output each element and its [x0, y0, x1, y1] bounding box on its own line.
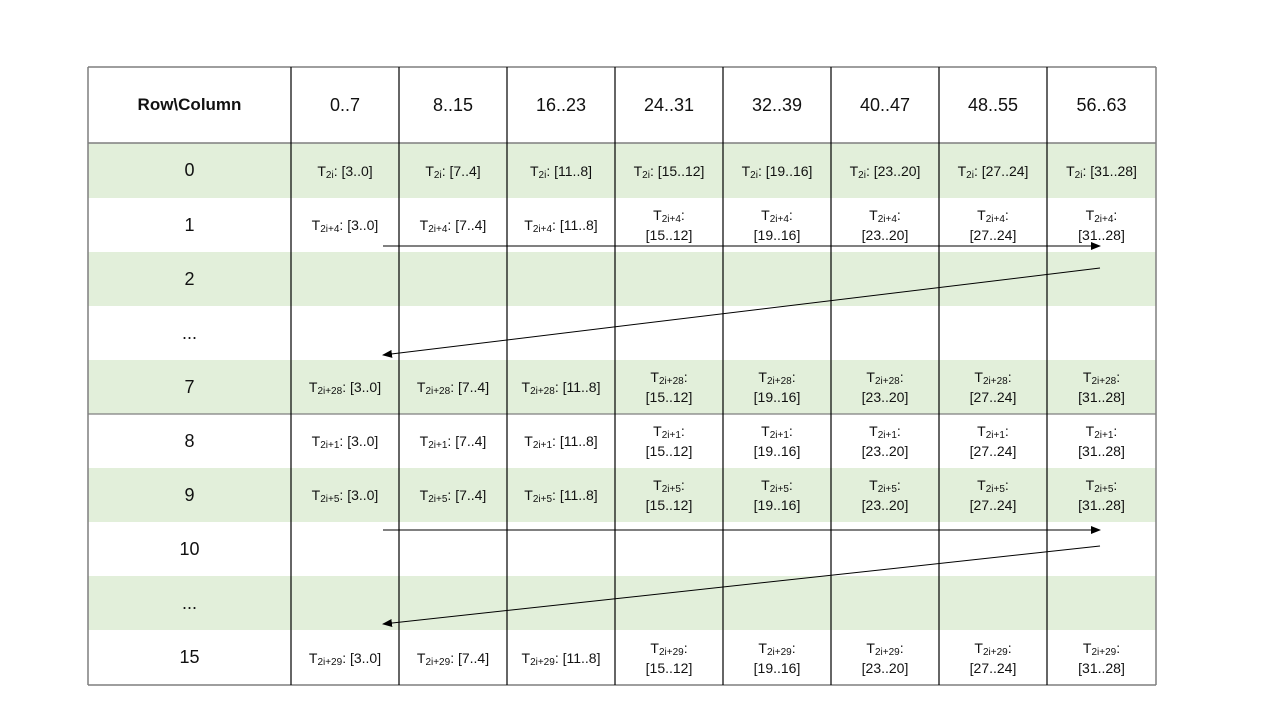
table-cell: T2i+28: [31..28]	[1078, 369, 1125, 405]
table-cell: T2i+29: [7..4]	[416, 649, 490, 668]
table-cell: T2i+1: [19..16]	[753, 423, 801, 459]
table-cell: T2i+1: [11..8]	[524, 433, 598, 451]
shaded-row-band	[88, 360, 1156, 414]
shaded-row-band	[88, 576, 1156, 630]
column-header: 48..55	[967, 94, 1019, 115]
row-label: ...	[181, 322, 197, 343]
table-cell: T2i+5: [27..24]	[969, 477, 1017, 513]
table-cell: T2i: [31..28]	[1066, 162, 1137, 181]
row-label: 15	[179, 647, 200, 667]
table-cell: T2i+5: [3..0]	[311, 487, 379, 505]
wrap-arrow	[382, 267, 1101, 358]
table-cell: T2i+29: [3..0]	[308, 649, 382, 668]
table-cell: T2i+4: [3..0]	[311, 217, 379, 235]
table-cell: T2i+1: [3..0]	[311, 433, 379, 451]
table-cell: T2i+29: [27..24]	[969, 639, 1017, 676]
row-label: 2	[184, 268, 195, 289]
table-cell: T2i+4: [19..16]	[753, 207, 801, 243]
table-cell: T2i: [15..12]	[633, 162, 705, 181]
table-cell: T2i+29: [11..8]	[521, 649, 601, 668]
table-cell: T2i+28: [7..4]	[416, 379, 490, 397]
table-cell: T2i+1: [7..4]	[419, 433, 487, 451]
table-cell: T2i: [7..4]	[425, 162, 481, 181]
column-header: 8..15	[432, 94, 474, 115]
header-corner: Row\Column	[137, 95, 242, 114]
shaded-row-band	[88, 252, 1156, 306]
table-cell: T2i+5: [23..20]	[861, 477, 909, 513]
table-cell: T2i+28: [15..12]	[645, 369, 693, 405]
table-cell: T2i+4: [11..8]	[524, 217, 598, 235]
column-header: 40..47	[859, 94, 911, 115]
column-header: 24..31	[643, 94, 695, 115]
table-cell: T2i+4: [31..28]	[1078, 207, 1125, 243]
row-label: 8	[184, 430, 195, 451]
row-label: 10	[179, 538, 200, 559]
table-cell: T2i+4: [23..20]	[861, 207, 909, 243]
table-cell: T2i+29: [15..12]	[645, 639, 693, 676]
table-cell: T2i+29: [23..20]	[861, 639, 909, 676]
table-cell: T2i+4: [15..12]	[645, 207, 693, 243]
table-cell: T2i+5: [11..8]	[524, 487, 598, 505]
table-cell: T2i+1: [31..28]	[1078, 423, 1125, 459]
table-cell: T2i+5: [31..28]	[1078, 477, 1125, 513]
table-cell: T2i+5: [19..16]	[753, 477, 801, 513]
wrap-arrow	[382, 545, 1101, 628]
table-cell: T2i+29: [31..28]	[1078, 639, 1125, 676]
table-cell: T2i+28: [23..20]	[861, 369, 909, 405]
table-cell: T2i+1: [23..20]	[861, 423, 909, 459]
table-cell: T2i+28: [3..0]	[308, 379, 382, 397]
table-cell: T2i+1: [15..12]	[645, 423, 693, 459]
column-header: 0..7	[329, 94, 361, 115]
column-header: 16..23	[535, 94, 587, 115]
column-header: 56..63	[1076, 94, 1127, 115]
table-cell: T2i+28: [19..16]	[753, 369, 801, 405]
table-cell: T2i+5: [7..4]	[419, 487, 487, 505]
table-cell: T2i: [11..8]	[529, 162, 593, 181]
table-cell: T2i+28: [11..8]	[521, 379, 601, 397]
row-label: 0	[184, 160, 195, 180]
row-label: ...	[181, 592, 197, 613]
table-cell: T2i+5: [15..12]	[645, 477, 693, 513]
column-header: 32..39	[751, 94, 803, 115]
table-cell: T2i: [19..16]	[741, 162, 813, 181]
shaded-row-band	[88, 468, 1156, 522]
row-label: 1	[184, 214, 195, 235]
row-label: 7	[184, 376, 195, 397]
table-cell: T2i+4: [7..4]	[419, 217, 487, 235]
table-cell: T2i: [3..0]	[317, 162, 373, 181]
row-label: 9	[184, 484, 195, 505]
table-cell: T2i+4: [27..24]	[969, 207, 1017, 243]
table-cell: T2i+1: [27..24]	[969, 423, 1017, 459]
shaded-row-band	[88, 143, 1156, 198]
table-cell: T2i: [27..24]	[957, 162, 1029, 181]
table-cell: T2i: [23..20]	[849, 162, 921, 181]
table-cell: T2i+29: [19..16]	[753, 639, 801, 676]
table-cell: T2i+28: [27..24]	[969, 369, 1017, 405]
